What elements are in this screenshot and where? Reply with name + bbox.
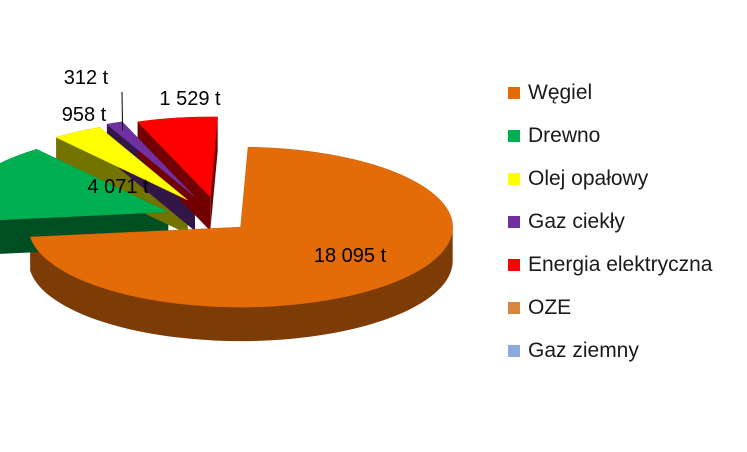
slice-drewno <box>0 148 169 221</box>
legend-item-olej-opalowy: Olej opałowy <box>508 167 712 190</box>
legend-label: Drewno <box>528 124 601 147</box>
data-label-drewno: 4 071 t <box>87 176 149 198</box>
legend-swatch-gaz-ziemny <box>508 345 520 357</box>
legend-swatch-gaz-ciekly <box>508 216 520 228</box>
slice-wall-energia-elektryczna <box>210 116 218 231</box>
legend-item-wegiel: Węgiel <box>508 81 712 104</box>
legend-label: Gaz ziemny <box>528 339 639 362</box>
legend-swatch-drewno <box>508 130 520 142</box>
legend-label: OZE <box>528 296 572 319</box>
slice-wegiel <box>29 146 453 308</box>
slice-energia-elektryczna <box>137 116 218 198</box>
data-label-gaz-ciekly: 312 t <box>64 67 109 89</box>
legend-label: Energia elektryczna <box>528 253 713 276</box>
data-label-energia-elektryczna: 1 529 t <box>159 88 221 110</box>
pie-tops <box>0 116 453 308</box>
legend-item-drewno: Drewno <box>508 124 712 147</box>
legend-item-energia-elektryczna: Energia elektryczna <box>508 253 713 276</box>
data-label-wegiel: 18 095 t <box>314 245 387 267</box>
legend-label: Gaz ciekły <box>528 210 625 233</box>
legend-swatch-wegiel <box>508 87 520 99</box>
legend-swatch-olej-opalowy <box>508 173 520 185</box>
legend-item-gaz-ciekly: Gaz ciekły <box>508 210 712 233</box>
legend-item-oze: OZE <box>508 296 712 319</box>
legend-label: Olej opałowy <box>528 167 649 190</box>
legend-swatch-energia-elektryczna <box>508 259 520 271</box>
legend-item-gaz-ziemny: Gaz ziemny <box>508 339 712 362</box>
slice-olej-opalowy <box>55 127 188 201</box>
data-label-olej-opalowy: 958 t <box>62 104 107 126</box>
slice-side-wegiel <box>30 227 453 342</box>
legend-swatch-oze <box>508 302 520 314</box>
chart-legend: Węgiel Drewno Olej opałowy Gaz ciekły Energi… <box>508 81 713 362</box>
legend-label: Węgiel <box>528 81 593 104</box>
leader-line-gaz-ciekly <box>121 91 124 131</box>
